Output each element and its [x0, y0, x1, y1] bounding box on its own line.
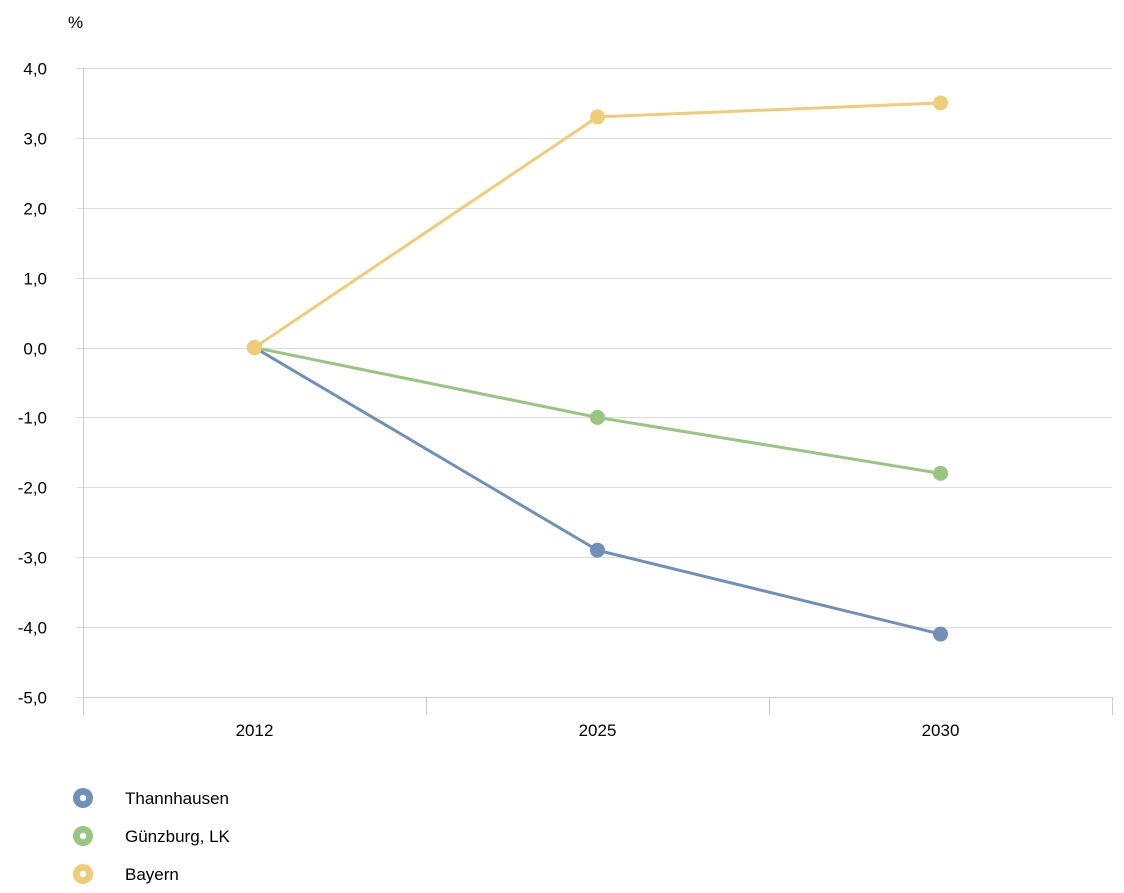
legend-marker-dot	[79, 870, 87, 878]
legend: Thannhausen Günzburg, LK Bayern	[73, 788, 231, 884]
x-tick-label: 2030	[922, 721, 960, 740]
y-tick-label: -3,0	[18, 549, 47, 568]
x-tick-label: 2012	[236, 721, 274, 740]
series-line	[253, 101, 941, 349]
grid-lines	[77, 68, 1112, 698]
data-point[interactable]	[933, 626, 948, 642]
axes: % 4,0 3,0 2,0 1,0 0,0 -1,0 -2,0 -3,0 -4,0 -5,0 201…	[18, 13, 1113, 740]
y-tick-label: -5,0	[18, 689, 47, 708]
y-tick-label: -1,0	[18, 409, 47, 428]
data-point[interactable]	[933, 465, 948, 481]
y-tick-label: 0,0	[23, 340, 47, 359]
data-point[interactable]	[247, 340, 262, 356]
data-point[interactable]	[933, 95, 948, 111]
y-tick-label: 4,0	[23, 60, 47, 79]
y-tick-label: -2,0	[18, 479, 47, 498]
y-tick-label: -4,0	[18, 619, 47, 638]
series-lines	[247, 95, 948, 642]
y-axis-unit-label: %	[68, 13, 83, 32]
legend-marker-dot	[79, 794, 87, 802]
data-point[interactable]	[590, 409, 605, 425]
legend-item[interactable]: Thannhausen	[73, 788, 229, 808]
legend-label: Thannhausen	[125, 789, 229, 808]
data-point[interactable]	[590, 542, 605, 558]
legend-item[interactable]: Günzburg, LK	[73, 826, 231, 846]
y-tick-label: 2,0	[23, 200, 47, 219]
legend-label: Bayern	[125, 865, 179, 884]
legend-marker-dot	[79, 832, 87, 840]
x-tick-label: 2025	[579, 721, 617, 740]
legend-item[interactable]: Bayern	[73, 864, 179, 884]
legend-label: Günzburg, LK	[125, 827, 231, 846]
data-point[interactable]	[590, 109, 605, 125]
y-tick-label: 1,0	[23, 270, 47, 289]
y-tick-label: 3,0	[23, 130, 47, 149]
series-line	[253, 346, 941, 636]
